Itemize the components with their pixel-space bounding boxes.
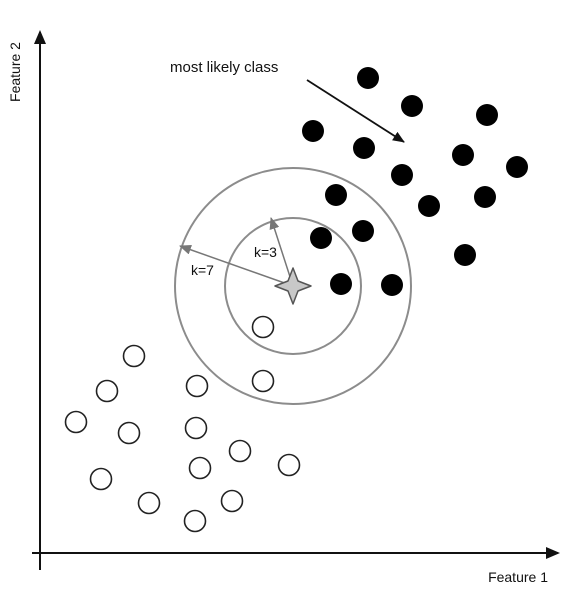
open-point (95, 379, 119, 403)
open-class-points (64, 315, 301, 533)
open-point (137, 491, 161, 515)
filled-point (454, 244, 476, 266)
filled-point (391, 164, 413, 186)
annotation-arrow (306, 79, 405, 143)
open-point (89, 467, 113, 491)
open-point (64, 410, 88, 434)
filled-point (325, 184, 347, 206)
filled-point (452, 144, 474, 166)
y-axis-label: Feature 2 (7, 42, 23, 102)
k3-neighborhood-circle (224, 217, 362, 355)
filled-point (476, 104, 498, 126)
open-point (251, 369, 275, 393)
annotation-text: most likely class (170, 59, 278, 76)
query-point-star (274, 267, 312, 305)
open-point (184, 416, 208, 440)
filled-point (506, 156, 528, 178)
filled-point (418, 195, 440, 217)
k3-label: k=3 (254, 244, 277, 260)
filled-point (353, 137, 375, 159)
open-point (183, 509, 207, 533)
neighborhood-circles (174, 167, 412, 405)
open-point (117, 421, 141, 445)
annotation: most likely class (170, 59, 405, 143)
axes: Feature 2 Feature 1 (7, 30, 560, 585)
filled-point (330, 273, 352, 295)
x-axis-label: Feature 1 (488, 569, 548, 585)
k7-label: k=7 (191, 262, 214, 278)
open-point (251, 315, 275, 339)
open-point (220, 489, 244, 513)
filled-point (381, 274, 403, 296)
open-point (188, 456, 212, 480)
open-point (185, 374, 209, 398)
k7-radius-arrow (179, 244, 294, 287)
filled-point (302, 120, 324, 142)
k7-neighborhood-circle (174, 167, 412, 405)
open-point (228, 439, 252, 463)
radius-indicators: k=3 k=7 (179, 217, 294, 287)
k3-radius-arrow (269, 217, 294, 287)
filled-point (352, 220, 374, 242)
filled-point (401, 95, 423, 117)
filled-point (357, 67, 379, 89)
open-point (122, 344, 146, 368)
filled-class-points (302, 67, 528, 296)
open-point (277, 453, 301, 477)
filled-point (310, 227, 332, 249)
filled-point (474, 186, 496, 208)
